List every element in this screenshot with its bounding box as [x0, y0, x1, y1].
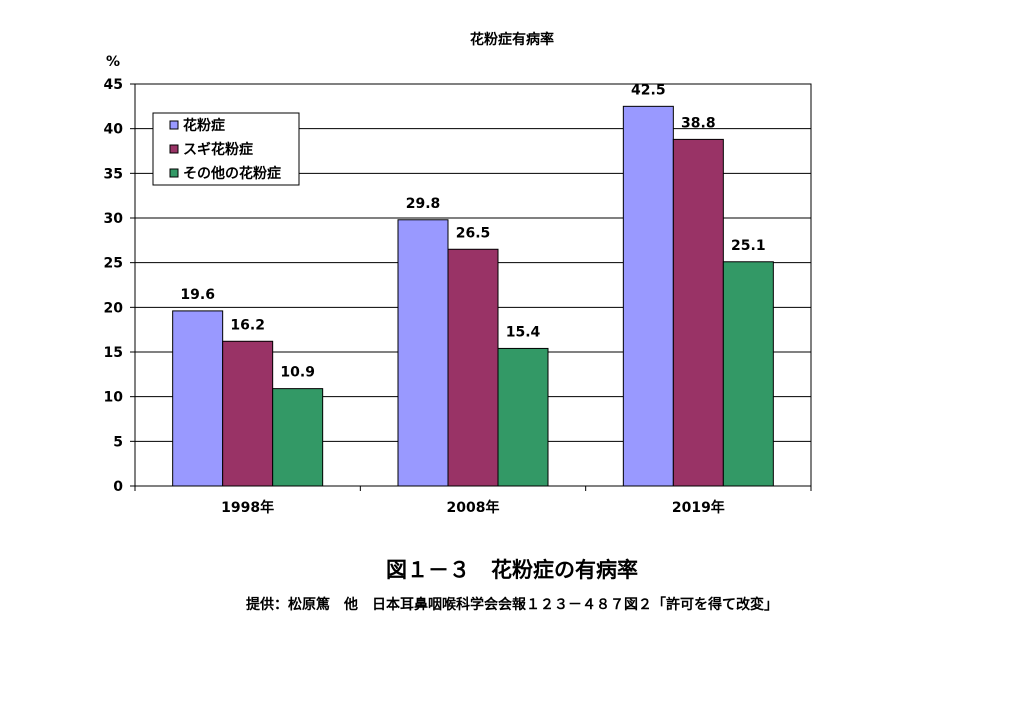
plot-area-frame: [134, 83, 812, 487]
bar-chart: 花粉症有病率 % 19.6 16.2 10.9 29.8 26.5 15.4 42.5 38.…: [104, 31, 812, 516]
y-tick-label: 5: [113, 434, 123, 450]
y-tick-label: 0: [113, 479, 123, 495]
chart-title: 花粉症有病率: [470, 31, 554, 48]
bar: [397, 219, 449, 487]
data-label: 42.5: [631, 82, 666, 98]
legend-label: スギ花粉症: [183, 141, 253, 158]
y-tick-label: 25: [104, 256, 123, 272]
source-credit: 提供：松原篤 他 日本耳鼻咽喉科学会会報１２３－４８７図２「許可を得て改変」: [246, 597, 778, 613]
legend-swatch: [169, 120, 179, 130]
x-tick-label: 2019年: [672, 499, 725, 516]
y-tick-label: 15: [104, 345, 123, 361]
legend-label: その他の花粉症: [183, 165, 281, 182]
data-label: 19.6: [180, 287, 215, 303]
figure-caption: 図１－３ 花粉症の有病率: [386, 558, 638, 582]
legend-label: 花粉症: [183, 117, 225, 134]
x-tick-label: 2008年: [447, 499, 500, 516]
data-label: 16.2: [230, 317, 265, 333]
x-axis-ticks: 1998年 2008年 2019年: [134, 486, 812, 516]
y-tick-label: 45: [104, 77, 123, 93]
bar: [222, 340, 274, 487]
bar: [447, 248, 499, 487]
data-label: 15.4: [506, 324, 541, 340]
y-axis-ticks: 0 5 10 15 20 25 30 35 40 45: [104, 77, 135, 495]
bar: [622, 105, 674, 487]
data-label: 29.8: [406, 196, 441, 212]
data-label: 25.1: [731, 238, 766, 254]
legend-swatch: [169, 144, 179, 154]
bar: [172, 310, 224, 487]
y-tick-label: 35: [104, 166, 123, 182]
y-tick-label: 40: [104, 122, 124, 138]
x-tick-label: 1998年: [221, 499, 274, 516]
value-labels: 19.6 16.2 10.9 29.8 26.5 15.4 42.5 38.8 25.1: [180, 82, 765, 380]
data-label: 38.8: [681, 115, 716, 131]
bar: [722, 261, 774, 487]
bar: [672, 138, 724, 487]
bars: [172, 105, 774, 487]
bar: [497, 347, 549, 487]
data-label: 26.5: [456, 225, 491, 241]
y-axis-unit-label: %: [106, 54, 120, 70]
data-label: 10.9: [280, 365, 315, 381]
y-tick-label: 10: [104, 390, 124, 406]
y-tick-label: 20: [104, 300, 124, 316]
bar: [272, 388, 324, 487]
legend-swatch: [169, 168, 179, 178]
y-tick-label: 30: [104, 211, 124, 227]
